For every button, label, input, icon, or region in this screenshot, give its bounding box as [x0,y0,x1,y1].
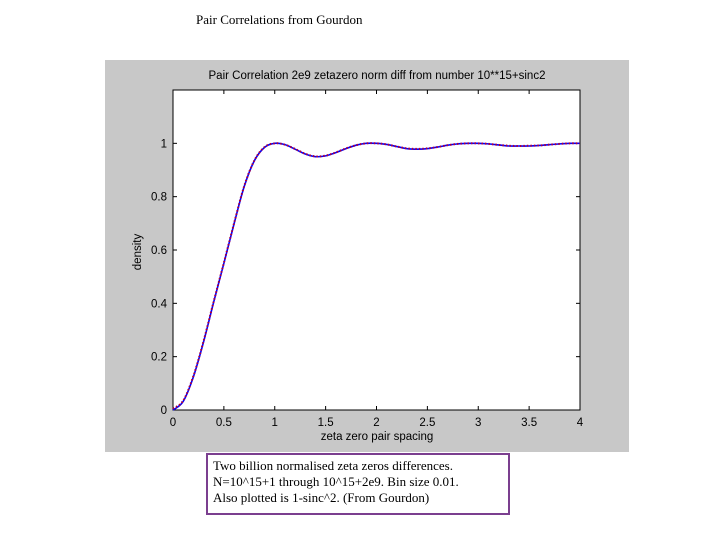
y-tick-label: 1 [161,138,167,150]
x-tick-label: 1 [272,417,278,429]
x-tick-label: 2 [373,417,379,429]
y-tick-label: 0.6 [151,245,167,257]
series-line-pair-correlation [172,142,581,411]
caption-line: N=10^15+1 through 10^15+2e9. Bin size 0.… [213,474,459,489]
x-tick-label: 0 [170,417,176,429]
page-title: Pair Correlations from Gourdon [196,12,363,27]
caption-box: Two billion normalised zeta zeros differ… [206,453,510,515]
x-tick-label: 3.5 [521,417,537,429]
caption-line: Also plotted is 1-sinc^2. (From Gourdon) [213,490,430,505]
x-tick-label: 1.5 [318,417,334,429]
y-tick-label: 0.4 [151,298,168,310]
x-tick-label: 3 [475,417,481,429]
figure-window: Pair Correlation 2e9 zetazero norm diff … [105,60,629,452]
y-axis-label: density [132,234,144,271]
plot-area [172,89,581,411]
axis-ticks: 0 0.5 1 1.5 2 2.5 3 3.5 4 0 0.2 0.4 0.6 0.8 1 [151,90,584,429]
x-tick-label: 4 [577,417,584,429]
series-layer [172,142,581,411]
y-tick-label: 0.2 [151,352,167,364]
chart-title: Pair Correlation 2e9 zetazero norm diff … [209,70,546,82]
x-axis-label: zeta zero pair spacing [321,431,434,443]
pair-correlation-chart: Pair Correlation 2e9 zetazero norm diff … [105,60,629,452]
x-tick-label: 2.5 [419,417,435,429]
caption-line: Two billion normalised zeta zeros differ… [213,458,453,473]
y-tick-label: 0 [161,405,167,417]
x-tick-label: 0.5 [216,417,232,429]
y-tick-label: 0.8 [151,192,167,204]
